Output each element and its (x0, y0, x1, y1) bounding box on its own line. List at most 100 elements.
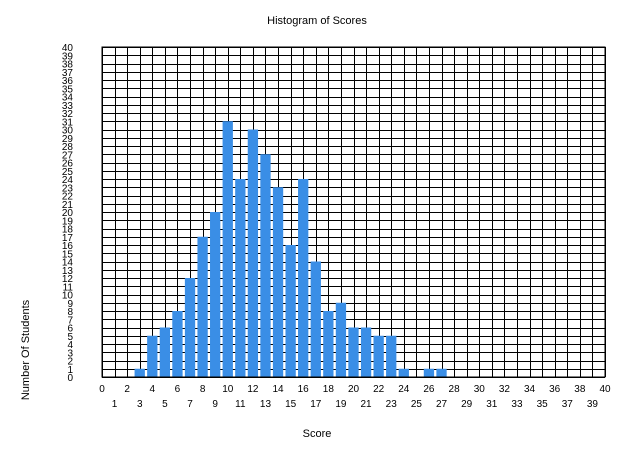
x-tick-label: 14 (272, 384, 284, 395)
y-tick-label: 16 (62, 241, 74, 252)
x-tick-label: 27 (436, 399, 448, 410)
chart-title: Histogram of Scores (267, 15, 367, 27)
x-tick-label: 31 (486, 399, 498, 410)
y-tick-label: 34 (62, 93, 74, 104)
x-tick-label: 5 (162, 399, 168, 410)
histogram-bar (172, 311, 183, 377)
y-tick-label: 32 (62, 109, 74, 120)
x-tick-label: 17 (310, 399, 322, 410)
x-tick-label: 28 (449, 384, 461, 395)
y-tick-label: 11 (63, 282, 74, 293)
y-tick-label: 17 (62, 233, 74, 244)
y-tick-label: 13 (62, 266, 74, 277)
y-tick-label: 7 (67, 315, 73, 326)
x-tick-labels: 0123456789101112131415161718192021222324… (99, 384, 611, 410)
x-tick-label: 19 (335, 399, 347, 410)
y-tick-label: 31 (62, 117, 74, 128)
histogram-bar (247, 129, 259, 377)
x-tick-label: 39 (587, 399, 599, 410)
histogram-bar (222, 121, 233, 377)
x-tick-label: 38 (574, 384, 586, 395)
x-tick-label: 4 (150, 384, 156, 395)
histogram-bar (386, 335, 397, 377)
histogram-bar (423, 368, 435, 377)
x-tick-label: 16 (298, 384, 310, 395)
x-tick-label: 36 (549, 384, 561, 395)
histogram-bar (398, 368, 409, 377)
y-tick-label: 38 (62, 60, 74, 71)
x-tick-label: 10 (222, 384, 234, 395)
x-tick-label: 23 (386, 399, 398, 410)
histogram-bar (147, 335, 158, 377)
x-tick-label: 29 (461, 399, 473, 410)
histogram-bar (260, 154, 271, 377)
x-tick-label: 34 (524, 384, 536, 395)
histogram-bar (134, 368, 145, 377)
histogram-bar (373, 335, 384, 377)
x-tick-label: 26 (423, 384, 435, 395)
y-tick-label: 19 (62, 216, 74, 227)
x-axis-label: Score (303, 428, 332, 440)
histogram-bar (348, 327, 359, 377)
histogram-bar (210, 212, 221, 377)
y-tick-label: 24 (62, 175, 74, 186)
plot-area (101, 46, 606, 378)
y-tick-label: 12 (62, 274, 74, 285)
y-tick-label: 33 (62, 101, 74, 112)
y-tick-label: 36 (62, 76, 74, 87)
y-tick-label: 9 (67, 299, 73, 310)
x-tick-label: 21 (361, 399, 373, 410)
histogram-bar (310, 261, 321, 377)
histogram-bar (197, 236, 208, 377)
histogram-bar (360, 327, 372, 377)
x-tick-label: 7 (187, 399, 193, 410)
x-tick-label: 32 (499, 384, 511, 395)
x-tick-label: 18 (323, 384, 335, 395)
x-tick-label: 12 (247, 384, 259, 395)
x-tick-label: 25 (411, 399, 423, 410)
histogram-bar (335, 302, 347, 377)
histogram-bar (184, 278, 196, 377)
y-tick-label: 26 (62, 159, 74, 170)
bars (134, 121, 447, 377)
x-tick-label: 6 (175, 384, 181, 395)
y-tick-label: 0 (67, 373, 73, 384)
x-tick-label: 2 (124, 384, 130, 395)
y-tick-label: 6 (67, 324, 73, 335)
x-tick-label: 9 (212, 399, 218, 410)
x-tick-label: 0 (99, 384, 105, 395)
x-tick-label: 37 (562, 399, 574, 410)
x-tick-label: 8 (200, 384, 206, 395)
y-tick-label: 10 (62, 291, 74, 302)
y-tick-label: 21 (62, 200, 74, 211)
y-tick-label: 35 (62, 84, 74, 95)
y-tick-label: 5 (67, 332, 73, 343)
y-tick-label: 2 (67, 357, 73, 368)
y-axis-label: Number Of Students (20, 299, 32, 400)
histogram-bar (235, 179, 246, 377)
histogram-bar (159, 327, 171, 377)
x-tick-label: 3 (137, 399, 143, 410)
y-tick-label: 29 (62, 134, 74, 145)
y-tick-label: 23 (62, 183, 74, 194)
histogram-bar (436, 368, 447, 377)
y-tick-label: 8 (67, 307, 73, 318)
x-tick-label: 1 (112, 399, 118, 410)
y-tick-label: 37 (62, 68, 74, 79)
y-tick-label: 1 (67, 365, 73, 376)
x-tick-label: 22 (373, 384, 385, 395)
y-tick-label: 3 (67, 348, 73, 359)
x-tick-label: 11 (235, 399, 246, 410)
x-tick-label: 15 (285, 399, 297, 410)
y-tick-label: 4 (67, 340, 73, 351)
y-tick-label: 18 (62, 225, 74, 236)
y-tick-label: 28 (62, 142, 74, 153)
y-tick-label: 20 (62, 208, 74, 219)
y-tick-label: 39 (62, 51, 74, 62)
y-tick-label: 30 (62, 126, 74, 137)
y-tick-label: 40 (62, 43, 74, 54)
x-tick-label: 30 (474, 384, 486, 395)
x-tick-label: 33 (511, 399, 523, 410)
x-tick-label: 35 (537, 399, 549, 410)
